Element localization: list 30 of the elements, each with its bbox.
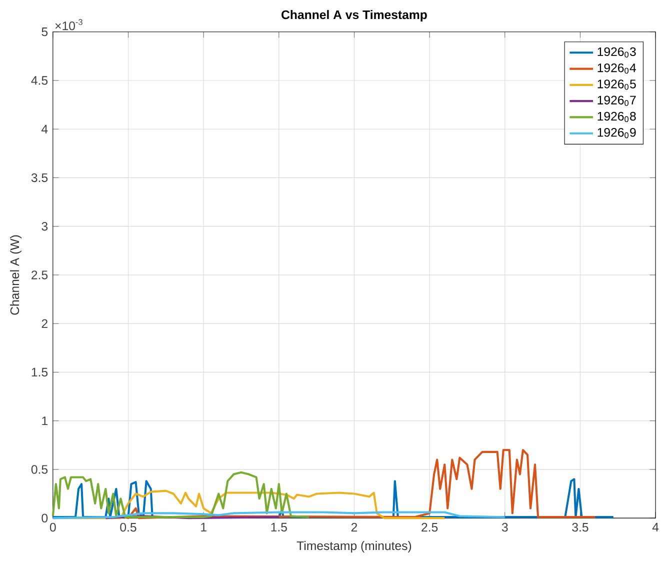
y-tick-label: 0 bbox=[42, 514, 48, 523]
y-tick-label: 3 bbox=[42, 222, 48, 231]
y-tick-label: 0.5 bbox=[31, 465, 48, 474]
legend-label: 1926$_{0}$7 bbox=[598, 96, 636, 106]
legend-label: 1926$_{0}$4 bbox=[598, 64, 636, 74]
x-tick-label: 3.5 bbox=[572, 523, 588, 532]
x-tick-label: 1 bbox=[201, 523, 206, 532]
y-tick-label: 3.5 bbox=[31, 174, 48, 182]
x-tick-label: 2 bbox=[351, 523, 358, 532]
x-tick-label: 0.5 bbox=[120, 523, 136, 532]
legend-label: 1926$_{0}$3 bbox=[598, 48, 636, 58]
x-axis-title: Timestamp (minutes) bbox=[296, 541, 412, 553]
y-tick-label: 4.5 bbox=[31, 76, 48, 85]
y-tick-label: 1 bbox=[42, 416, 48, 426]
x-tick-label: 2.5 bbox=[422, 523, 438, 532]
x-tick-label: 3 bbox=[502, 523, 508, 532]
x-tick-label: 0 bbox=[50, 523, 56, 532]
y-tick-label: 5 bbox=[42, 28, 48, 36]
chart-title: Channel A vs Timestamp bbox=[282, 10, 427, 22]
legend-label: 1926$_{0}$5 bbox=[598, 80, 636, 90]
text: ×10$^{-3}$ bbox=[55, 19, 82, 30]
x-tick-label: 4 bbox=[652, 523, 659, 532]
y-axis-title: Channel A (W) bbox=[10, 236, 22, 315]
y-tick-label: 2 bbox=[42, 319, 48, 328]
legend-label: 1926$_{0}$8 bbox=[598, 112, 636, 122]
y-tick-label: 1.5 bbox=[32, 368, 48, 377]
y-tick-label: 2.5 bbox=[32, 270, 48, 280]
x-tick-label: 1.5 bbox=[271, 523, 287, 532]
legend-label: 1926$_{0}$9 bbox=[598, 128, 636, 138]
y-tick-label: 4 bbox=[41, 125, 48, 134]
